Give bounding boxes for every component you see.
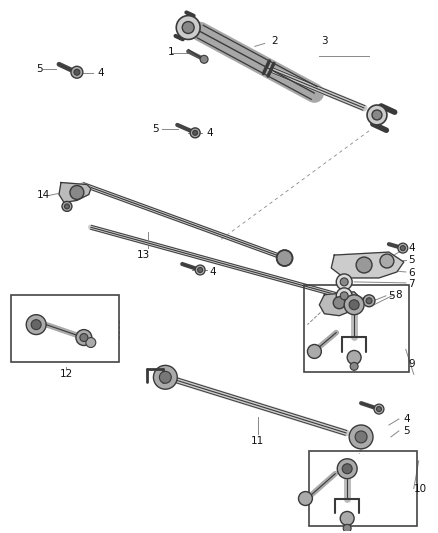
Circle shape	[336, 274, 352, 290]
Circle shape	[26, 314, 46, 335]
Polygon shape	[331, 252, 404, 278]
Text: 10: 10	[414, 483, 427, 494]
Text: 8: 8	[396, 290, 402, 300]
Circle shape	[337, 459, 357, 479]
Text: 5: 5	[403, 426, 410, 436]
Circle shape	[356, 257, 372, 273]
Text: 5: 5	[152, 124, 159, 134]
Circle shape	[182, 21, 194, 34]
Circle shape	[195, 265, 205, 275]
Circle shape	[344, 295, 364, 314]
Text: 4: 4	[97, 68, 104, 78]
Circle shape	[340, 278, 348, 286]
Text: 12: 12	[60, 369, 73, 379]
Text: 2: 2	[271, 36, 278, 46]
Circle shape	[153, 365, 177, 389]
Circle shape	[70, 185, 84, 199]
Circle shape	[355, 431, 367, 443]
Circle shape	[31, 320, 41, 329]
Text: 5: 5	[36, 64, 42, 74]
Circle shape	[372, 110, 382, 120]
Circle shape	[277, 250, 293, 266]
Circle shape	[374, 404, 384, 414]
Circle shape	[333, 297, 345, 309]
Circle shape	[74, 69, 80, 75]
Circle shape	[340, 512, 354, 526]
Text: 4: 4	[207, 128, 213, 138]
Circle shape	[62, 201, 72, 212]
Text: 7: 7	[409, 279, 415, 289]
Text: 13: 13	[137, 250, 150, 260]
Circle shape	[340, 292, 348, 300]
Bar	[309, 451, 417, 527]
Circle shape	[176, 15, 200, 39]
Polygon shape	[319, 292, 362, 316]
Circle shape	[80, 334, 88, 342]
Circle shape	[298, 491, 312, 505]
Circle shape	[342, 464, 352, 474]
Circle shape	[76, 329, 92, 345]
Circle shape	[64, 204, 70, 209]
Bar	[304, 285, 409, 373]
Circle shape	[307, 344, 321, 358]
Polygon shape	[59, 182, 91, 203]
Circle shape	[363, 295, 375, 307]
Circle shape	[200, 55, 208, 63]
Text: 4: 4	[403, 414, 410, 424]
Circle shape	[398, 243, 408, 253]
Circle shape	[190, 128, 200, 138]
Circle shape	[349, 300, 359, 310]
Text: 9: 9	[409, 359, 415, 369]
Circle shape	[71, 66, 83, 78]
Circle shape	[380, 254, 394, 268]
Circle shape	[377, 407, 381, 411]
Circle shape	[159, 372, 171, 383]
Circle shape	[400, 246, 405, 251]
Circle shape	[86, 337, 96, 348]
Text: 6: 6	[409, 268, 415, 278]
Text: 5: 5	[389, 291, 395, 301]
Circle shape	[366, 298, 372, 304]
Circle shape	[198, 268, 203, 272]
Bar	[11, 295, 119, 362]
Text: 4: 4	[409, 243, 415, 253]
Circle shape	[350, 362, 358, 370]
Text: 4: 4	[210, 267, 216, 277]
Circle shape	[343, 524, 351, 532]
Text: 11: 11	[251, 436, 265, 446]
Text: 3: 3	[321, 36, 328, 46]
Text: 5: 5	[409, 255, 415, 265]
Text: 1: 1	[168, 47, 175, 58]
Text: 14: 14	[36, 190, 50, 200]
Circle shape	[349, 425, 373, 449]
Circle shape	[336, 288, 352, 304]
Circle shape	[367, 105, 387, 125]
Circle shape	[193, 131, 198, 135]
Circle shape	[347, 351, 361, 365]
